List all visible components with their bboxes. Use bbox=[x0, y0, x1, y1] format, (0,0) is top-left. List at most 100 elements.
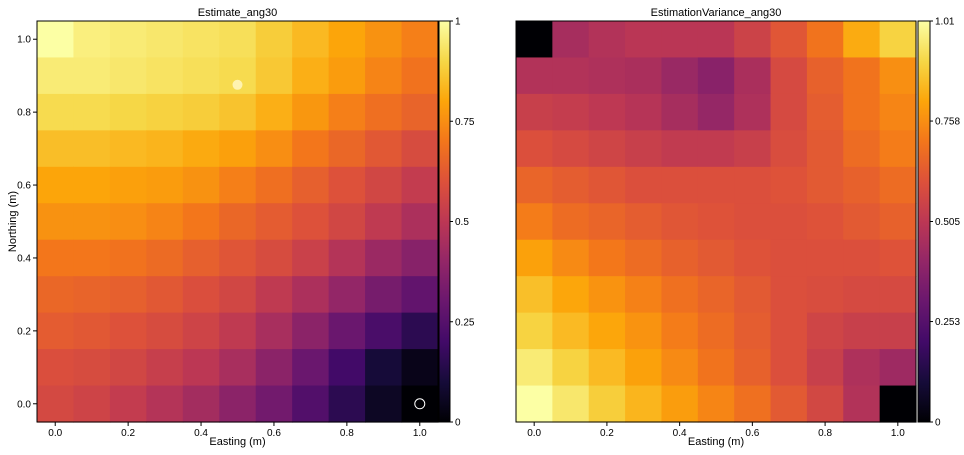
heatmap-cell bbox=[806, 349, 844, 387]
heatmap-cell bbox=[328, 349, 366, 387]
heatmap-cell bbox=[588, 349, 626, 387]
colorbar-tick-label: 0.253 bbox=[935, 317, 960, 328]
heatmap-cell bbox=[292, 312, 330, 350]
heatmap-cell bbox=[292, 21, 330, 59]
heatmap-cell bbox=[365, 93, 403, 131]
x-tick-label: 0.6 bbox=[745, 428, 759, 439]
heatmap-cell bbox=[588, 93, 626, 131]
heatmap-cell bbox=[292, 239, 330, 277]
heatmap-cell bbox=[219, 203, 257, 241]
heatmap-cell bbox=[401, 203, 439, 241]
colorbar-tick-label: 0.758 bbox=[935, 117, 960, 128]
heatmap-cell bbox=[292, 166, 330, 204]
heatmap-cell bbox=[37, 312, 75, 350]
heatmap-cell bbox=[770, 239, 808, 277]
heatmap-cell bbox=[365, 57, 403, 95]
heatmap-cell bbox=[734, 312, 772, 350]
heatmap-cell bbox=[255, 93, 293, 131]
heatmap-cell bbox=[401, 239, 439, 277]
heatmap-cell bbox=[37, 57, 75, 95]
x-tick-label: 0.0 bbox=[48, 428, 62, 439]
heatmap-cell bbox=[37, 349, 75, 387]
heatmap-cell bbox=[328, 93, 366, 131]
heatmap-cell bbox=[516, 203, 553, 241]
heatmap-cell bbox=[734, 203, 772, 241]
heatmap-cell bbox=[806, 203, 844, 241]
colorbar-gradient bbox=[918, 21, 930, 422]
heatmap-cell bbox=[109, 57, 147, 95]
heatmap-cell bbox=[328, 239, 366, 277]
heatmap-cell bbox=[219, 276, 257, 314]
heatmap-cell bbox=[552, 166, 590, 204]
colorbar-tick-label: 0.25 bbox=[455, 317, 475, 328]
heatmap-cell bbox=[552, 130, 590, 168]
axes-frame bbox=[36, 20, 439, 423]
heatmap-cell bbox=[255, 21, 293, 59]
heatmap-cell bbox=[879, 57, 917, 95]
heatmap-cell bbox=[806, 166, 844, 204]
heatmap-cell bbox=[292, 203, 330, 241]
heatmap-cell bbox=[37, 166, 75, 204]
x-tick-label: 0.0 bbox=[527, 428, 541, 439]
heatmap-cell bbox=[37, 239, 75, 277]
heatmap-cell bbox=[146, 93, 184, 131]
heatmap-cell bbox=[73, 385, 111, 423]
heatmap-cell bbox=[552, 349, 590, 387]
x-tick-label: 0.6 bbox=[267, 428, 281, 439]
heatmap-cell bbox=[182, 276, 220, 314]
heatmap-cell bbox=[109, 276, 147, 314]
heatmap-cell bbox=[146, 349, 184, 387]
heatmap-cell bbox=[661, 349, 699, 387]
heatmap-cell bbox=[73, 130, 111, 168]
heatmap-cell bbox=[625, 276, 663, 314]
heatmap-cell bbox=[697, 385, 735, 423]
heatmap-cell bbox=[879, 203, 917, 241]
heatmap-cell bbox=[806, 93, 844, 131]
heatmap-cell bbox=[843, 276, 881, 314]
heatmap-cell bbox=[73, 349, 111, 387]
heatmap-cell bbox=[365, 349, 403, 387]
x-tick-label: 0.2 bbox=[121, 428, 135, 439]
heatmap-cell bbox=[843, 130, 881, 168]
colorbar-tick-label: 0 bbox=[935, 418, 941, 429]
heatmap-cell bbox=[182, 385, 220, 423]
heatmap-cell bbox=[734, 349, 772, 387]
heatmap-cell bbox=[552, 385, 590, 423]
heatmap-cell bbox=[401, 130, 439, 168]
heatmap-cell bbox=[661, 130, 699, 168]
heatmap-cell bbox=[625, 312, 663, 350]
heatmap-cell bbox=[770, 21, 808, 59]
heatmap-cell bbox=[806, 276, 844, 314]
heatmap-cell bbox=[588, 21, 626, 59]
heatmap-cell bbox=[552, 93, 590, 131]
heatmap-cell bbox=[552, 239, 590, 277]
heatmap-cell bbox=[697, 130, 735, 168]
colorbar-tick-label: 0.5 bbox=[455, 217, 469, 228]
x-tick-label: 1.0 bbox=[891, 428, 905, 439]
heatmap-cell bbox=[401, 349, 439, 387]
heatmap-cell bbox=[182, 166, 220, 204]
heatmap-cell bbox=[843, 239, 881, 277]
heatmap-cell bbox=[552, 312, 590, 350]
heatmap-cell bbox=[328, 21, 366, 59]
colorbar-tick-label: 0.75 bbox=[455, 117, 475, 128]
heatmap-cell bbox=[401, 93, 439, 131]
heatmap-cell bbox=[516, 312, 553, 350]
heatmap-cell bbox=[770, 385, 808, 423]
heatmap-cell bbox=[219, 239, 257, 277]
heatmap-cell bbox=[843, 93, 881, 131]
heatmap-cell bbox=[661, 21, 699, 59]
heatmap-cell bbox=[328, 166, 366, 204]
heatmap-cell bbox=[219, 166, 257, 204]
heatmap-cell bbox=[37, 276, 75, 314]
heatmap-cell bbox=[625, 130, 663, 168]
chart-title: EstimationVariance_ang30 bbox=[651, 7, 782, 19]
heatmap-cell bbox=[37, 130, 75, 168]
heatmap-cell bbox=[146, 21, 184, 59]
heatmap-cell bbox=[182, 312, 220, 350]
heatmap-cell bbox=[365, 130, 403, 168]
sample-point-marker bbox=[414, 398, 426, 410]
heatmap-cell bbox=[625, 166, 663, 204]
sample-point-marker bbox=[232, 79, 243, 90]
heatmap-cell bbox=[328, 312, 366, 350]
